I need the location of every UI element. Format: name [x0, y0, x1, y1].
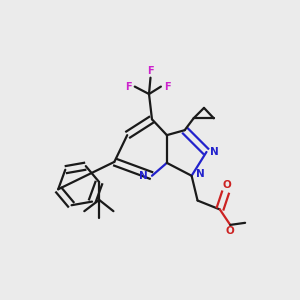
- Text: O: O: [226, 226, 235, 236]
- Text: F: F: [125, 82, 131, 92]
- Text: F: F: [164, 82, 171, 92]
- Text: N: N: [210, 147, 219, 157]
- Text: N: N: [196, 169, 204, 179]
- Text: F: F: [147, 66, 154, 76]
- Text: N: N: [139, 171, 148, 181]
- Text: O: O: [223, 180, 232, 190]
